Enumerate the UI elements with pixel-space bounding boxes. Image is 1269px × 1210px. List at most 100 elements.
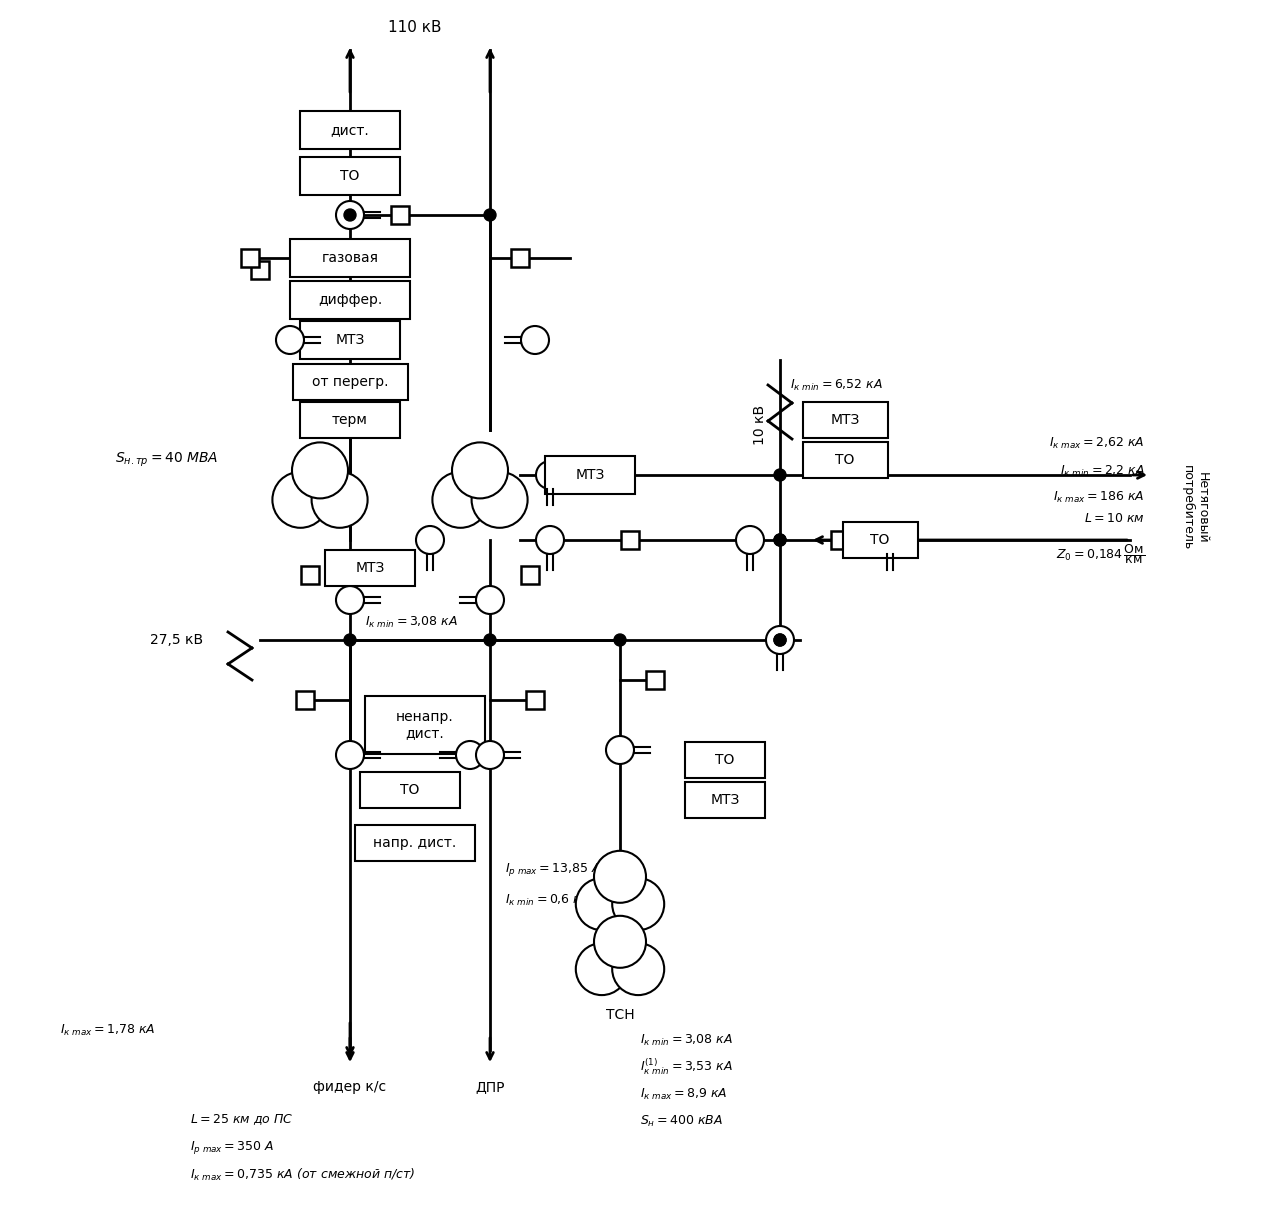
Text: $S_{н.тр}= 40$ МВА: $S_{н.тр}= 40$ МВА (115, 451, 218, 469)
Circle shape (774, 534, 786, 546)
Bar (291, 281, 410, 319)
Text: Нетяговый
потребитель: Нетяговый потребитель (1181, 465, 1209, 551)
Bar (802, 442, 887, 478)
Circle shape (594, 916, 646, 968)
Text: МТЗ: МТЗ (355, 561, 385, 575)
Circle shape (456, 741, 483, 770)
Text: МТЗ: МТЗ (711, 793, 740, 807)
Text: $I_{к\ min}^{(1)} = 3{,}53$ кА: $I_{к\ min}^{(1)} = 3{,}53$ кА (640, 1056, 733, 1077)
Text: $I_{к\ min}=3{,}08$ кА: $I_{к\ min}=3{,}08$ кА (365, 615, 458, 629)
Bar (685, 782, 765, 818)
Text: напр. дист.: напр. дист. (373, 836, 457, 849)
Circle shape (483, 209, 496, 221)
Bar (522, 566, 539, 584)
Text: ТО: ТО (400, 783, 420, 797)
Text: МТЗ: МТЗ (335, 333, 364, 347)
Bar (685, 742, 765, 778)
Text: $I_{к\ min} = 0{,}6$ кА: $I_{к\ min} = 0{,}6$ кА (505, 893, 590, 908)
Circle shape (344, 634, 357, 646)
Circle shape (273, 472, 329, 528)
Circle shape (416, 526, 444, 554)
Circle shape (614, 634, 626, 646)
Text: диффер.: диффер. (317, 293, 382, 307)
Bar (544, 456, 634, 494)
Text: ДПР: ДПР (476, 1081, 505, 1094)
Circle shape (576, 943, 628, 995)
Circle shape (292, 443, 348, 499)
Text: ненапр.
дист.: ненапр. дист. (396, 710, 454, 741)
Text: $I_{к\ max} = 1{,}78$ кА: $I_{к\ max} = 1{,}78$ кА (60, 1022, 156, 1037)
Text: $I_{к\ max} = 8{,}9$ кА: $I_{к\ max} = 8{,}9$ кА (640, 1087, 727, 1101)
Text: $I_{р\ max} = 13{,}85$ А: $I_{р\ max} = 13{,}85$ А (505, 862, 602, 878)
Circle shape (766, 626, 794, 653)
Text: $I_{к\ min} = 6{,}52$ кА: $I_{к\ min} = 6{,}52$ кА (791, 378, 883, 392)
Text: 110 кВ: 110 кВ (388, 21, 442, 35)
Bar (296, 691, 313, 709)
Circle shape (736, 526, 764, 554)
Text: 10 кВ: 10 кВ (753, 405, 766, 445)
Text: $I_{р\ max} = 350$ А: $I_{р\ max} = 350$ А (190, 1140, 274, 1157)
Circle shape (594, 851, 646, 903)
Bar (843, 522, 917, 558)
Bar (325, 551, 415, 586)
Circle shape (522, 325, 549, 355)
Bar (241, 249, 259, 267)
Circle shape (774, 634, 786, 646)
Circle shape (876, 526, 904, 554)
Text: терм: терм (332, 413, 368, 427)
Bar (299, 157, 400, 195)
Circle shape (476, 741, 504, 770)
Circle shape (536, 461, 563, 489)
Text: $I_{к\ max} = 2{,}62$ кА: $I_{к\ max} = 2{,}62$ кА (1049, 436, 1145, 450)
Text: 27,5 кВ: 27,5 кВ (150, 633, 203, 647)
Bar (299, 402, 400, 438)
Circle shape (536, 526, 563, 554)
Circle shape (607, 736, 634, 764)
Text: $S_{н} = 400$ кВА: $S_{н} = 400$ кВА (640, 1113, 723, 1129)
Text: ТО: ТО (340, 169, 359, 183)
Bar (365, 696, 485, 754)
Circle shape (774, 469, 786, 482)
Circle shape (472, 472, 528, 528)
Text: $L = 25$ км до ПС: $L = 25$ км до ПС (190, 1113, 293, 1128)
Circle shape (452, 443, 508, 499)
Circle shape (774, 534, 786, 546)
Circle shape (312, 472, 368, 528)
Text: ТО: ТО (835, 453, 855, 467)
Circle shape (612, 878, 664, 930)
Text: $I_{к\ max} = 0{,}735$ кА (от смежной п/ст): $I_{к\ max} = 0{,}735$ кА (от смежной п/… (190, 1166, 415, 1183)
Text: $I_{к\ min} = 3{,}08$ кА: $I_{к\ min} = 3{,}08$ кА (640, 1032, 733, 1048)
Text: $Z_0 = 0{,}184\,\dfrac{\text{Ом}}{\text{км}}$: $Z_0 = 0{,}184\,\dfrac{\text{Ом}}{\text{… (1056, 542, 1145, 566)
Bar (525, 691, 544, 709)
Bar (621, 531, 640, 549)
Bar (299, 321, 400, 359)
Circle shape (275, 325, 305, 355)
Bar (299, 111, 400, 149)
Text: МТЗ: МТЗ (575, 468, 605, 482)
Text: ТО: ТО (716, 753, 735, 767)
Text: $I_{к\ max} = 186$ кА: $I_{к\ max} = 186$ кА (1053, 490, 1145, 505)
Text: от перегр.: от перегр. (312, 375, 388, 388)
Circle shape (576, 878, 628, 930)
Bar (831, 531, 849, 549)
Circle shape (336, 741, 364, 770)
Circle shape (774, 634, 786, 646)
Text: $L = 10$ км: $L = 10$ км (1084, 512, 1145, 524)
Bar (355, 825, 475, 862)
Text: фидер к/с: фидер к/с (313, 1081, 387, 1094)
Bar (802, 402, 887, 438)
Circle shape (476, 586, 504, 613)
Bar (646, 672, 664, 688)
Text: ТСН: ТСН (605, 1008, 634, 1022)
Text: газовая: газовая (321, 250, 378, 265)
Bar (360, 772, 459, 808)
Circle shape (336, 201, 364, 229)
Circle shape (612, 943, 664, 995)
Text: $I_{к\ min} = 2{,}2$ кА: $I_{к\ min} = 2{,}2$ кА (1060, 463, 1145, 478)
Bar (291, 240, 410, 277)
Bar (511, 249, 529, 267)
Bar (292, 364, 407, 401)
Circle shape (336, 586, 364, 613)
Circle shape (344, 209, 357, 221)
Text: МТЗ: МТЗ (830, 413, 859, 427)
